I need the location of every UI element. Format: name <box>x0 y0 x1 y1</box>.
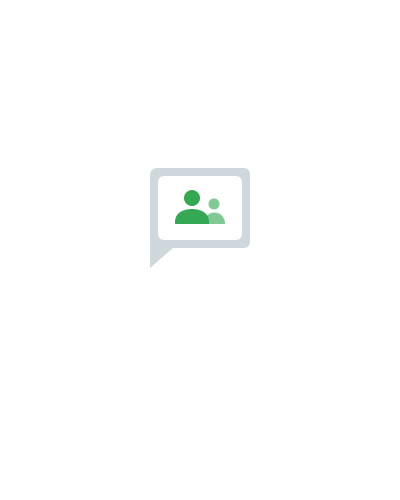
speech-bubble-inner <box>158 176 242 240</box>
chat-bubble-people-icon <box>150 168 250 268</box>
person-primary-body <box>175 209 209 224</box>
person-secondary-head <box>208 198 220 210</box>
person-primary-head <box>184 190 200 206</box>
person-secondary-body <box>204 212 225 224</box>
app-logo <box>148 166 252 270</box>
